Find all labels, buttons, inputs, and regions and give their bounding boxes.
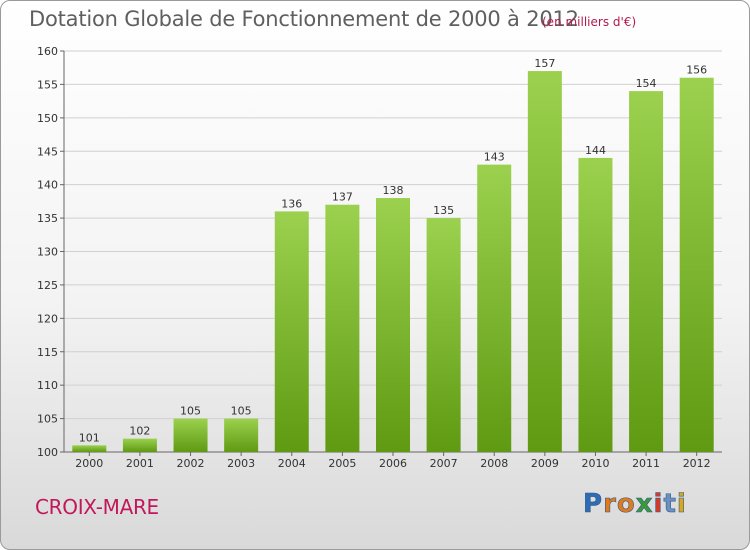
- bar: [527, 71, 562, 453]
- logo-letter: o: [616, 489, 636, 520]
- bar: [578, 157, 613, 452]
- data-label: 157: [534, 57, 555, 70]
- x-tick-label: 2004: [278, 457, 306, 470]
- labels: 100 105 110 115 120 125 130 135 140 145 150 155 160 1…: [37, 45, 711, 470]
- logo-letter: t: [663, 489, 677, 520]
- bar: [477, 164, 512, 452]
- data-label: 154: [636, 77, 657, 90]
- bars: [72, 71, 714, 453]
- y-tick-label: 130: [37, 246, 58, 259]
- x-tick-label: 2006: [379, 457, 407, 470]
- y-tick-label: 160: [37, 45, 58, 58]
- data-label: 136: [281, 197, 302, 210]
- y-tick-label: 145: [37, 145, 58, 158]
- y-tick-label: 150: [37, 112, 58, 125]
- y-tick-label: 155: [37, 78, 58, 91]
- logo-letter: P: [583, 489, 604, 520]
- y-tick-label: 105: [37, 413, 58, 426]
- data-label: 137: [332, 191, 353, 204]
- data-label: 105: [180, 405, 201, 418]
- bar: [679, 77, 714, 452]
- bar: [325, 204, 360, 452]
- y-tick-label: 100: [37, 446, 58, 459]
- x-tick-label: 2000: [75, 457, 103, 470]
- bar: [173, 418, 208, 452]
- bar: [426, 218, 461, 452]
- commune-name: CROIX-MARE: [35, 495, 159, 519]
- bar: [122, 438, 157, 452]
- y-tick-label: 135: [37, 212, 58, 225]
- data-label: 135: [433, 204, 454, 217]
- logo-letter: i: [653, 489, 664, 520]
- x-tick-label: 2007: [430, 457, 458, 470]
- bar: [72, 445, 107, 452]
- proxiti-logo[interactable]: Proxiti: [583, 489, 687, 520]
- logo-letter: x: [635, 489, 654, 520]
- x-tick-label: 2010: [581, 457, 609, 470]
- bar: [376, 198, 410, 452]
- y-tick-label: 115: [37, 346, 58, 359]
- data-label: 105: [231, 405, 252, 418]
- data-label: 138: [383, 184, 404, 197]
- x-tick-label: 2003: [227, 457, 255, 470]
- data-label: 143: [484, 151, 505, 164]
- data-label: 156: [686, 64, 707, 77]
- bar: [629, 91, 664, 452]
- x-tick-label: 2012: [683, 457, 711, 470]
- y-tick-label: 125: [37, 279, 58, 292]
- x-tick-label: 2005: [328, 457, 356, 470]
- data-label: 101: [79, 431, 100, 444]
- y-tick-label: 110: [37, 379, 58, 392]
- data-label: 102: [129, 425, 150, 438]
- bar: [274, 211, 309, 452]
- y-tick-label: 140: [37, 179, 58, 192]
- x-tick-label: 2008: [480, 457, 508, 470]
- bar: [224, 418, 259, 452]
- logo-letter: i: [676, 489, 687, 520]
- logo-letter: r: [603, 489, 617, 520]
- x-tick-label: 2011: [632, 457, 660, 470]
- y-tick-label: 120: [37, 312, 58, 325]
- chart-unit: (en milliers d'€): [542, 15, 637, 29]
- x-tick-label: 2009: [531, 457, 559, 470]
- chart-title: Dotation Globale de Fonctionnement de 20…: [29, 7, 579, 31]
- data-label: 144: [585, 144, 606, 157]
- x-tick-label: 2002: [177, 457, 205, 470]
- x-tick-label: 2001: [126, 457, 154, 470]
